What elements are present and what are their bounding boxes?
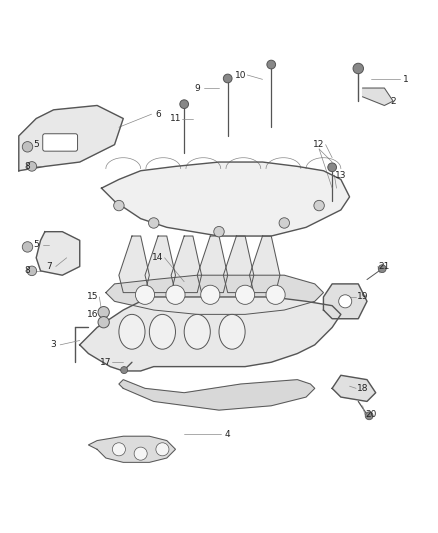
Text: 9: 9 [194, 84, 200, 93]
Text: 7: 7 [46, 262, 52, 271]
Circle shape [135, 285, 155, 304]
Text: 17: 17 [100, 358, 112, 367]
Circle shape [120, 367, 127, 374]
Circle shape [328, 163, 336, 172]
Circle shape [339, 295, 352, 308]
Ellipse shape [119, 314, 145, 349]
Circle shape [166, 285, 185, 304]
Circle shape [134, 447, 147, 460]
Polygon shape [88, 436, 176, 462]
Circle shape [148, 218, 159, 228]
Text: 5: 5 [33, 240, 39, 249]
Polygon shape [223, 236, 254, 293]
Circle shape [98, 317, 110, 328]
Polygon shape [19, 106, 123, 171]
Circle shape [156, 443, 169, 456]
Circle shape [98, 306, 110, 318]
Polygon shape [197, 236, 228, 293]
Text: 19: 19 [357, 293, 368, 302]
Polygon shape [102, 162, 350, 236]
Text: 6: 6 [155, 110, 161, 119]
Text: 15: 15 [87, 293, 99, 302]
Polygon shape [250, 236, 280, 293]
Polygon shape [119, 236, 149, 293]
Text: 2: 2 [390, 96, 396, 106]
Circle shape [223, 74, 232, 83]
Polygon shape [145, 236, 176, 293]
Text: 1: 1 [403, 75, 409, 84]
Text: 14: 14 [152, 253, 164, 262]
Circle shape [27, 161, 37, 171]
Circle shape [279, 218, 290, 228]
Text: 8: 8 [25, 162, 30, 171]
Text: 11: 11 [170, 114, 181, 123]
Text: 10: 10 [235, 70, 247, 79]
Text: 13: 13 [335, 171, 346, 180]
Circle shape [266, 285, 285, 304]
Circle shape [114, 200, 124, 211]
Circle shape [214, 227, 224, 237]
Circle shape [27, 266, 37, 276]
Circle shape [378, 265, 386, 272]
Ellipse shape [184, 314, 210, 349]
FancyBboxPatch shape [43, 134, 78, 151]
Text: 18: 18 [357, 384, 368, 393]
Circle shape [180, 100, 188, 109]
Text: 5: 5 [33, 140, 39, 149]
Circle shape [113, 443, 125, 456]
Ellipse shape [149, 314, 176, 349]
Text: 20: 20 [366, 410, 377, 419]
Polygon shape [106, 275, 323, 314]
Ellipse shape [219, 314, 245, 349]
Circle shape [365, 412, 373, 419]
Circle shape [314, 200, 324, 211]
Polygon shape [36, 232, 80, 275]
Text: 3: 3 [51, 341, 57, 349]
Polygon shape [80, 297, 341, 371]
Circle shape [267, 60, 276, 69]
Polygon shape [332, 375, 376, 401]
Polygon shape [119, 379, 315, 410]
Circle shape [236, 285, 254, 304]
Polygon shape [323, 284, 367, 319]
Polygon shape [171, 236, 201, 293]
Circle shape [201, 285, 220, 304]
Circle shape [353, 63, 364, 74]
Text: 4: 4 [225, 430, 230, 439]
Polygon shape [363, 88, 393, 106]
Text: 12: 12 [314, 140, 325, 149]
Text: 16: 16 [87, 310, 99, 319]
Circle shape [22, 241, 33, 252]
Circle shape [22, 142, 33, 152]
Text: 21: 21 [379, 262, 390, 271]
Text: 8: 8 [25, 266, 30, 276]
